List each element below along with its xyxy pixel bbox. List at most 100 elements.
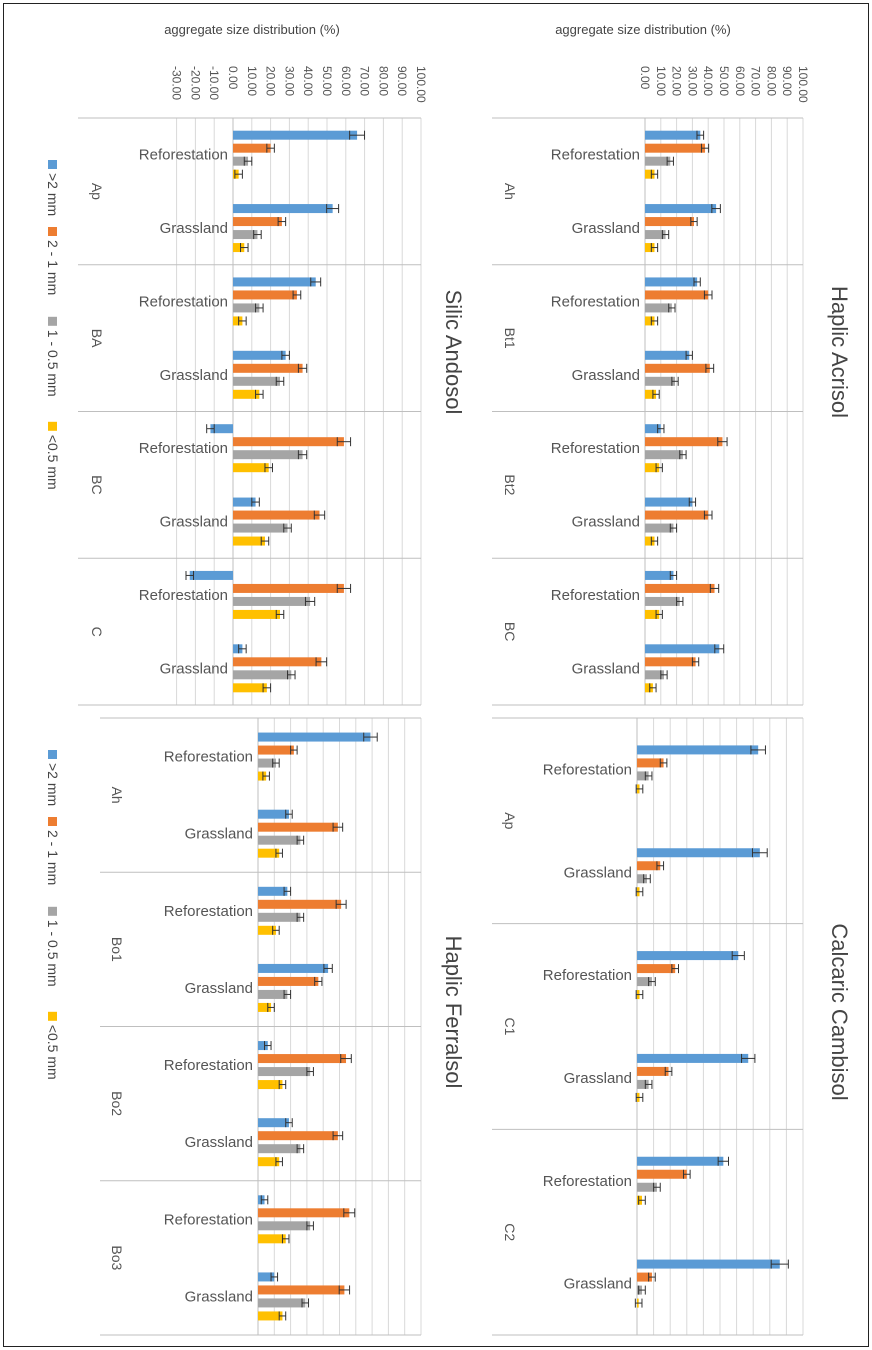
bar xyxy=(645,277,698,287)
legend-label: 1 - 0.5 mm xyxy=(45,920,61,987)
legend-swatch xyxy=(48,160,57,169)
tick-label: 10.00 xyxy=(245,66,259,96)
bar xyxy=(258,822,338,832)
category-label: Reforestation xyxy=(543,761,632,778)
category-label: Reforestation xyxy=(543,967,632,984)
legend-label: <0.5 mm xyxy=(45,1025,61,1080)
bar xyxy=(645,143,706,153)
panel-3: Haplic Ferralsol Ah Bo1 Bo2 Bo3 Reforestation… xyxy=(100,717,466,1336)
panel-title: Haplic Acrisol xyxy=(827,286,852,418)
category-label: Reforestation xyxy=(551,587,640,604)
bar xyxy=(637,977,652,987)
group-label: BC xyxy=(89,475,105,494)
category-label: Reforestation xyxy=(543,1173,632,1190)
bar xyxy=(645,169,655,179)
tick-label: 40.00 xyxy=(301,66,315,96)
tick-label: 100.00 xyxy=(796,66,810,103)
bar xyxy=(233,363,303,373)
tick-label: 0.00 xyxy=(638,66,652,90)
bar xyxy=(637,1182,657,1192)
tick-label: 50.00 xyxy=(717,66,731,96)
bar xyxy=(233,583,344,593)
group-label: Bo3 xyxy=(109,1245,125,1270)
bar xyxy=(645,463,660,473)
legend-swatch xyxy=(48,817,57,826)
bar xyxy=(233,217,282,227)
bar xyxy=(637,758,664,768)
bar xyxy=(233,350,286,360)
group-label: BC xyxy=(502,622,518,641)
bar xyxy=(233,243,245,253)
category-label: Reforestation xyxy=(164,1211,253,1228)
bar xyxy=(637,848,760,858)
category-label: Grassland xyxy=(185,980,253,997)
bar xyxy=(637,951,739,961)
bar xyxy=(645,156,671,166)
tick-label: 10.00 xyxy=(654,66,668,96)
tick-label: -10.00 xyxy=(207,66,221,100)
group-label: C1 xyxy=(502,1018,518,1036)
bar xyxy=(637,964,676,974)
panel-2: -30.00 -20.00 -10.00 0.00 10.00 20.00 30.00 40.… xyxy=(78,22,466,706)
bar xyxy=(258,1298,306,1308)
legend-swatch xyxy=(48,750,57,759)
bar xyxy=(645,536,655,546)
tick-label: 80.00 xyxy=(764,66,778,96)
tick-label: 30.00 xyxy=(685,66,699,96)
bar xyxy=(645,657,696,667)
legend-label: >2 mm xyxy=(45,763,61,806)
tick-label: 100.00 xyxy=(414,66,428,103)
tick-label: 70.00 xyxy=(749,66,763,96)
panel-title: Haplic Ferralsol xyxy=(441,936,466,1089)
category-label: Grassland xyxy=(160,514,228,531)
group-label: C2 xyxy=(502,1223,518,1241)
group-label: BA xyxy=(89,329,105,348)
tick-label: 60.00 xyxy=(339,66,353,96)
bar xyxy=(258,1221,311,1231)
category-label: Reforestation xyxy=(164,1057,253,1074)
bar xyxy=(233,156,249,166)
bar xyxy=(189,570,233,580)
bar xyxy=(637,1272,652,1282)
tick-label: 50.00 xyxy=(320,66,334,96)
bar xyxy=(258,1054,347,1064)
legend-label: <0.5 mm xyxy=(45,435,61,490)
bar xyxy=(233,290,297,300)
legend-swatch xyxy=(48,227,57,236)
bar xyxy=(645,243,655,253)
legend-label: >2 mm xyxy=(45,173,61,216)
bar xyxy=(637,1079,649,1089)
category-label: Grassland xyxy=(185,1134,253,1151)
group-label: Bt2 xyxy=(502,474,518,495)
bar xyxy=(645,523,674,533)
bar xyxy=(258,1041,268,1051)
bar xyxy=(645,583,715,593)
category-label: Reforestation xyxy=(164,749,253,766)
bar xyxy=(233,536,265,546)
legend-label: 2 - 1 mm xyxy=(45,830,61,885)
bar xyxy=(645,130,701,140)
tick-label: 20.00 xyxy=(670,66,684,96)
figure-frame xyxy=(3,3,869,1347)
bar xyxy=(637,861,661,871)
group-label: Bo1 xyxy=(109,937,125,962)
bar xyxy=(645,497,693,507)
group-label: Ap xyxy=(89,183,105,200)
bar xyxy=(258,1157,280,1167)
bar xyxy=(637,771,649,781)
bar xyxy=(258,758,276,768)
category-label: Grassland xyxy=(160,660,228,677)
bar xyxy=(258,1067,311,1077)
bar xyxy=(233,497,256,507)
bar xyxy=(637,745,759,755)
category-label: Grassland xyxy=(160,367,228,384)
bar xyxy=(233,389,260,399)
legend-0: >2 mm 2 - 1 mm 1 - 0.5 mm <0.5 mm xyxy=(45,160,61,490)
bar xyxy=(233,376,280,386)
bar xyxy=(637,1169,687,1179)
tick-label: -30.00 xyxy=(170,66,184,100)
bar xyxy=(210,424,233,434)
tick-label: 40.00 xyxy=(701,66,715,96)
bar xyxy=(233,657,322,667)
category-label: Reforestation xyxy=(551,293,640,310)
